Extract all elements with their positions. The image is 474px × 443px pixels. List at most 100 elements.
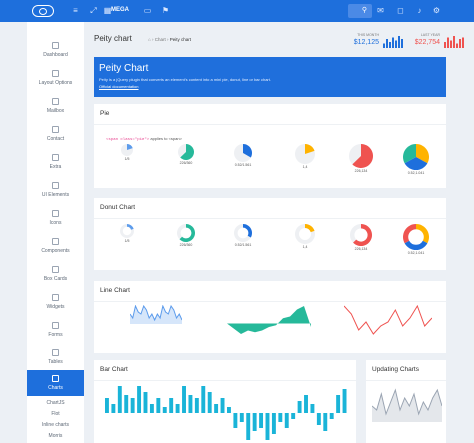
page-title: Peity chart — [94, 34, 132, 43]
stat-bar — [462, 37, 464, 48]
code-note: applies to <span> — [150, 136, 182, 141]
sidebar-item-widgets[interactable]: Widgets — [27, 292, 84, 316]
breadcrumb-item[interactable]: Chart — [154, 37, 166, 42]
pie-chart — [403, 144, 429, 170]
peity-banner: Peity Chart Peity is a jQuery plugin tha… — [94, 57, 446, 97]
pie-slice — [127, 144, 133, 150]
bar — [278, 413, 283, 422]
sidebar-item-mailbox[interactable]: Mailbox — [27, 96, 84, 120]
donut-slice — [305, 224, 315, 233]
sidebar-item-extra[interactable]: Extra — [27, 152, 84, 176]
sidebar-item-forms[interactable]: Forms — [27, 320, 84, 344]
sidebar-item-dashboard[interactable]: Dashboard — [27, 40, 84, 64]
dashboard-icon — [52, 42, 59, 49]
sidebar-item-label: Layout Options — [38, 80, 73, 86]
sidebar-item-layout-options[interactable]: Layout Options — [27, 68, 84, 92]
pie-chart — [234, 144, 252, 162]
bar — [111, 404, 116, 413]
flag-icon[interactable]: ⚑ — [161, 6, 170, 15]
window-icon[interactable]: ▭ — [143, 6, 152, 15]
stat-sparkbar — [444, 36, 464, 48]
code-sample: <span class="pie"> applies to <span> — [106, 136, 182, 142]
sidebar-item-components[interactable]: Components — [27, 236, 84, 260]
divider — [94, 380, 356, 381]
sidebar-item-contact[interactable]: Contact — [27, 124, 84, 148]
sidebar-item-label: UI Elements — [41, 192, 70, 198]
bar — [175, 404, 180, 413]
line-fill — [130, 306, 182, 324]
sidebar-item-label: Components — [41, 248, 70, 254]
sidebar-item-icons[interactable]: Icons — [27, 208, 84, 232]
bar — [130, 398, 135, 413]
gear-icon[interactable]: ⚙ — [432, 6, 441, 15]
stat-label: LAST YEAR — [420, 33, 440, 37]
widgets-icon — [52, 294, 59, 301]
sidebar-item-charts[interactable]: Charts — [27, 370, 84, 396]
chart-value-label: 1,4 — [302, 245, 308, 249]
bar — [162, 407, 167, 413]
sidebar: Dashboard Layout Options Mailbox Contact… — [27, 22, 84, 443]
donut-card: Donut Chart 1/5 226/360 0.52/1.561 1,4 226,1… — [94, 198, 446, 270]
search-button[interactable]: ⚲ — [348, 4, 372, 18]
card-title: Donut Chart — [100, 204, 136, 211]
home-icon[interactable]: ⌂ — [148, 37, 151, 42]
donut-chart — [295, 224, 315, 244]
submenu-item-morris[interactable]: Morris — [48, 433, 63, 439]
menu-icon[interactable]: ≡ — [73, 6, 78, 15]
mail-icon[interactable]: ✉ — [377, 6, 384, 15]
bar — [259, 413, 264, 428]
grid-icon[interactable]: ▦ — [103, 6, 112, 15]
ui-elements-icon — [52, 182, 59, 189]
mega-menu-button[interactable]: MEGA — [111, 7, 129, 13]
pie-slice — [180, 144, 194, 160]
sidebar-item-tables[interactable]: Tables — [27, 347, 84, 371]
donut-chart — [120, 224, 134, 238]
pie-card: Pie <span class="pie"> applies to <span>… — [94, 104, 446, 188]
area-sparkline — [227, 306, 311, 334]
peity-chart-cell: 226,134 — [346, 224, 376, 251]
submenu-item-inline-charts[interactable]: Inline charts — [42, 422, 69, 428]
divider — [94, 301, 446, 302]
stat-bar — [456, 43, 458, 48]
card-title: Bar Chart — [100, 366, 128, 373]
stat-bar — [389, 42, 391, 48]
sidebar-item-label: Forms — [48, 332, 63, 338]
stat-bar — [401, 39, 403, 48]
sidebar-item-label: Tables — [48, 359, 63, 365]
pie-slice — [305, 144, 315, 154]
sidebar-item-box-cards[interactable]: Box Cards — [27, 264, 84, 288]
bar — [105, 398, 109, 413]
chart-value-label: 1/5 — [124, 239, 130, 243]
peity-chart-cell: 226/360 — [171, 144, 201, 165]
charts-icon — [52, 375, 59, 382]
sidebar-item-label: Dashboard — [43, 52, 68, 58]
bar — [143, 392, 148, 413]
donut-chart — [234, 224, 252, 242]
bar — [220, 398, 225, 413]
donut-slice — [353, 224, 372, 246]
expand-icon[interactable]: ⤢ — [90, 6, 97, 15]
submenu-item-chartjs[interactable]: ChartJS — [46, 400, 65, 406]
bell-icon[interactable]: ♪ — [417, 6, 422, 15]
peity-chart-cell: 1,4 — [290, 224, 320, 249]
peity-chart-cell: 1/5 — [112, 224, 142, 243]
card-title: Updating Charts — [372, 366, 419, 373]
bar — [117, 386, 122, 413]
stat-bar — [447, 37, 449, 48]
submenu-item-flot[interactable]: Flot — [51, 411, 60, 417]
bar — [329, 413, 334, 419]
chat-icon[interactable]: ◻ — [397, 6, 404, 15]
bar — [124, 395, 129, 413]
chart-value-label: 226/360 — [179, 161, 193, 165]
banner-title: Peity Chart — [99, 63, 149, 74]
code-snippet: <span class="pie"> — [106, 138, 150, 142]
divider — [366, 380, 446, 381]
bar — [207, 392, 212, 413]
sidebar-item-ui-elements[interactable]: UI Elements — [27, 180, 84, 204]
documentation-link[interactable]: Official documentation — [99, 84, 139, 89]
divider — [94, 218, 446, 219]
stat-bar — [398, 36, 400, 48]
chart-value-label: 226/360 — [179, 243, 193, 247]
logo-icon[interactable] — [32, 5, 54, 17]
chart-value-label: 0.52/1.561 — [234, 243, 252, 247]
